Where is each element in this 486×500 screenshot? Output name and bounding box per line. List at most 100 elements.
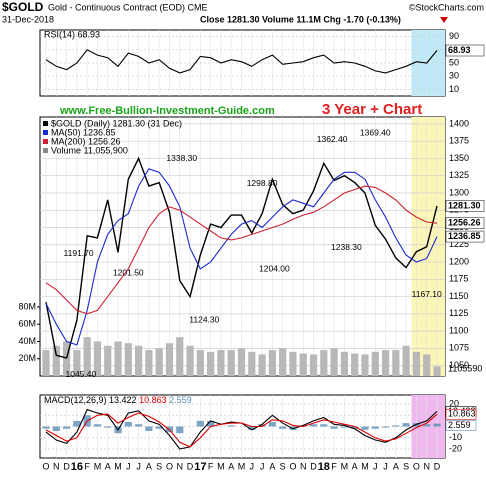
x-tick-label: 18 — [318, 461, 330, 473]
volume-bar — [52, 345, 60, 376]
volume-bar — [351, 353, 359, 376]
histogram-bar — [104, 426, 112, 428]
x-tick-label: D — [63, 461, 70, 471]
y-tick-label: 1325 — [449, 170, 469, 180]
macd-last: 2.559 — [448, 420, 471, 430]
down-arrow — [440, 17, 448, 23]
x-tick-label: O — [289, 461, 296, 471]
symbol: $GOLD — [2, 0, 44, 14]
histogram-bar — [330, 426, 338, 429]
x-tick-label: J — [136, 461, 141, 471]
macd-title-part: 2.559 — [167, 395, 192, 405]
y-tick-label: -10 — [449, 432, 462, 442]
volume-bar — [268, 350, 276, 376]
series-line — [45, 412, 438, 448]
legend-swatch — [43, 121, 48, 126]
histogram-bar — [423, 424, 431, 427]
y-tick-label: 1125 — [449, 308, 468, 318]
x-tick-label: J — [260, 461, 265, 471]
y-tick-label: 20 — [449, 398, 459, 408]
legend-entry: MA(200) 1256.26 — [51, 136, 121, 146]
x-tick-label: M — [341, 461, 349, 471]
x-tick-label: N — [423, 461, 430, 471]
website: www.Free-Bullion-Investment-Guide.com — [59, 105, 275, 117]
volume-bar — [248, 351, 256, 376]
y-tick-label: 1225 — [449, 239, 469, 249]
x-tick-label: M — [114, 461, 122, 471]
volume-tick-label: 60M — [18, 319, 36, 329]
y-tick-label: 1100 — [449, 325, 468, 335]
histogram-bar — [340, 426, 348, 428]
price-last: 1281.30 — [448, 200, 481, 210]
histogram-bar — [258, 424, 266, 427]
x-tick-label: O — [166, 461, 173, 471]
volume-bar — [145, 350, 153, 376]
x-tick-label: A — [105, 461, 111, 471]
volume-bar — [381, 350, 390, 376]
x-tick-label: S — [403, 461, 409, 471]
volume-last: 1105590 — [448, 363, 482, 373]
x-tick-label: O — [413, 461, 420, 471]
price-last-box — [445, 217, 485, 229]
y-tick-label: 90 — [449, 31, 459, 41]
histogram-bar — [52, 426, 60, 431]
volume-tick-label: 20M — [18, 353, 36, 363]
y-tick-label: -20 — [449, 443, 462, 453]
legend-swatch — [43, 139, 48, 144]
x-tick-label: D — [434, 461, 441, 471]
x-tick-label: S — [280, 461, 286, 471]
x-tick-label: S — [156, 461, 162, 471]
price-annotation: 1191.70 — [64, 248, 94, 258]
price-last-box — [445, 230, 485, 243]
histogram-bar — [196, 420, 204, 427]
x-tick-label: J — [383, 461, 388, 471]
price-annotation: 1369.40 — [360, 127, 391, 137]
volume-bar — [93, 341, 102, 376]
legend-entry: MA(50) 1236.85 — [51, 127, 116, 137]
macd-title-part: 13.422 — [107, 395, 137, 405]
volume-bar — [73, 350, 81, 376]
y-tick-label: 1300 — [449, 187, 469, 197]
x-tick-label: A — [352, 461, 358, 471]
x-tick-label: F — [331, 461, 337, 471]
volume-bar — [392, 350, 400, 376]
volume-bar — [258, 354, 266, 376]
price-annotation: 1362.40 — [317, 134, 348, 144]
histogram-bar — [248, 426, 256, 430]
y-tick-label: 1375 — [449, 136, 469, 146]
volume-tick-label: 40M — [18, 336, 36, 346]
histogram-bar — [433, 423, 441, 427]
headline: 3 Year + Chart — [322, 101, 422, 118]
volume-bar — [423, 354, 431, 376]
histogram-bar — [145, 426, 153, 431]
x-tick-label: 16 — [71, 461, 83, 473]
price-last: 1256.26 — [448, 218, 481, 228]
volume-bar — [279, 348, 287, 376]
date: 31-Dec-2018 — [2, 14, 54, 24]
y-tick-label: 50 — [449, 57, 459, 67]
series-line — [45, 156, 438, 359]
y-tick-label: 1050 — [449, 360, 469, 370]
histogram-bar — [320, 424, 328, 427]
x-tick-label: N — [53, 461, 60, 471]
histogram-bar — [351, 426, 359, 429]
histogram-bar — [62, 426, 71, 429]
x-tick-label: J — [250, 461, 255, 471]
x-tick-label: F — [208, 461, 214, 471]
x-tick-label: N — [300, 461, 307, 471]
panel-title: RSI(14) 68.93 — [44, 29, 100, 39]
volume-bar — [207, 351, 215, 376]
volume-bar — [83, 337, 91, 376]
volume-bar — [371, 351, 379, 376]
volume-bar — [124, 343, 132, 376]
histogram-bar — [124, 422, 132, 427]
volume-tick-label: 80M — [18, 301, 36, 311]
histogram-bar — [381, 426, 390, 428]
histogram-bar — [402, 423, 410, 427]
volume-bar — [309, 354, 318, 376]
x-tick-label: M — [238, 461, 246, 471]
panel-bg — [39, 116, 446, 377]
macd-title-part: 10.863 — [137, 395, 167, 405]
macd-last-box — [445, 408, 477, 420]
x-tick-label: M — [217, 461, 225, 471]
